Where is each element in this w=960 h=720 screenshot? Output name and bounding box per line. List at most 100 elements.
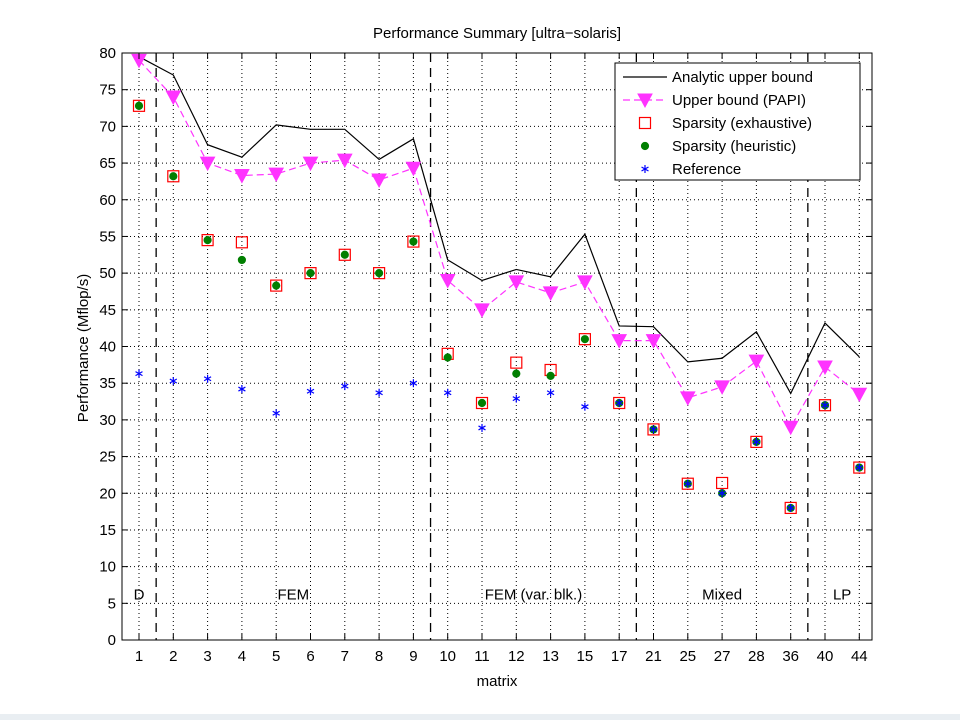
data-point-reference	[443, 388, 452, 397]
data-point-sparsity-heuristic	[203, 236, 212, 245]
data-point-upper-bound-papi	[268, 167, 285, 183]
data-point-upper-bound-papi	[508, 275, 525, 290]
data-point-sparsity-exhaustive	[613, 396, 626, 410]
legend-label: Upper bound (PAPI)	[672, 92, 806, 109]
data-point-reference	[821, 401, 829, 410]
data-point-sparsity-heuristic	[375, 269, 384, 278]
data-point-sparsity-heuristic	[477, 398, 487, 408]
data-point-reference	[478, 423, 486, 432]
x-tick-label: 1	[135, 648, 143, 665]
data-point-sparsity-exhaustive	[167, 170, 180, 183]
data-point-upper-bound-papi	[577, 275, 593, 290]
data-point-upper-bound-papi	[302, 156, 319, 172]
legend-label: Sparsity (exhaustive)	[672, 115, 812, 132]
data-point-sparsity-exhaustive	[681, 477, 694, 490]
data-point-reference	[718, 489, 726, 498]
y-tick-label: 65	[99, 155, 116, 172]
data-point-reference	[135, 369, 143, 378]
x-tick-label: 6	[306, 648, 314, 665]
x-tick-label: 10	[439, 648, 456, 665]
group-labels: D FEM FEM (var. blk.) Mixed LP	[134, 587, 852, 604]
data-point-upper-bound-papi	[474, 303, 490, 318]
series-line-analytic-upper-bound	[138, 56, 860, 395]
data-point-reference	[684, 479, 692, 488]
data-point-reference	[649, 425, 658, 434]
data-point-sparsity-heuristic	[340, 250, 349, 259]
data-point-reference	[375, 388, 383, 397]
data-point-sparsity-exhaustive	[132, 99, 146, 112]
x-tick-label: 27	[714, 648, 731, 665]
x-axis-ticks: 1 2 3 4 5 6 7 8 9 10 11 12 13 15 17 21 25 27 28 36 40 44	[135, 53, 868, 665]
data-point-upper-bound-papi	[679, 391, 696, 406]
data-point-upper-bound-papi	[851, 387, 868, 403]
y-tick-label: 10	[99, 559, 116, 576]
x-tick-label: 2	[169, 648, 177, 665]
group-label: FEM (var. blk.)	[485, 587, 583, 604]
data-point-upper-bound-papi	[405, 161, 422, 177]
data-point-sparsity-exhaustive	[373, 267, 386, 280]
y-tick-label: 0	[108, 632, 116, 649]
series-line-upper-bound-papi	[138, 59, 860, 429]
data-point-sparsity-exhaustive	[750, 435, 763, 448]
data-point-reference	[169, 376, 178, 385]
y-tick-label: 60	[99, 192, 116, 209]
x-tick-label: 44	[851, 648, 868, 665]
data-point-upper-bound-papi	[748, 354, 765, 370]
x-tick-label: 13	[542, 648, 559, 665]
y-axis-label: Performance (Mflop/s)	[75, 274, 92, 422]
data-point-reference	[855, 463, 864, 472]
group-label: FEM	[278, 587, 310, 604]
data-point-sparsity-exhaustive	[475, 396, 489, 410]
data-point-reference	[752, 437, 761, 446]
data-point-sparsity-exhaustive	[235, 236, 248, 249]
data-point-upper-bound-papi	[542, 286, 559, 301]
data-point-reference	[203, 374, 212, 383]
x-tick-label: 3	[203, 648, 211, 665]
data-point-reference	[341, 382, 349, 391]
legend-label: Analytic upper bound	[672, 69, 813, 86]
chart-title: Performance Summary [ultra−solaris]	[373, 25, 621, 42]
legend-marker-upper-bound-papi	[637, 93, 653, 109]
data-series	[131, 53, 868, 515]
data-point-sparsity-exhaustive	[304, 267, 317, 280]
y-tick-label: 35	[99, 375, 116, 392]
data-point-sparsity-exhaustive	[647, 423, 660, 436]
y-tick-label: 80	[99, 45, 116, 62]
data-point-sparsity-exhaustive	[407, 235, 420, 248]
data-point-sparsity-exhaustive	[578, 333, 592, 346]
x-tick-label: 12	[508, 648, 525, 665]
data-point-upper-bound-papi	[234, 169, 250, 184]
y-tick-label: 5	[108, 595, 116, 612]
data-point-sparsity-exhaustive	[818, 399, 832, 412]
data-point-sparsity-heuristic	[306, 269, 315, 278]
legend-label: Reference	[672, 161, 741, 178]
legend-marker-sparsity-heuristic	[640, 141, 650, 151]
x-tick-label: 28	[748, 648, 765, 665]
y-tick-label: 20	[99, 485, 116, 502]
y-tick-label: 15	[99, 522, 116, 539]
data-point-upper-bound-papi	[611, 334, 628, 349]
x-tick-label: 7	[341, 648, 349, 665]
y-tick-label: 75	[99, 82, 116, 99]
group-label: D	[134, 587, 145, 604]
data-point-sparsity-heuristic	[512, 369, 521, 378]
x-tick-label: 5	[272, 648, 280, 665]
data-point-upper-bound-papi	[199, 156, 216, 172]
y-tick-label: 70	[99, 118, 116, 135]
x-tick-label: 17	[611, 648, 628, 665]
x-tick-label: 36	[782, 648, 799, 665]
data-point-reference	[615, 398, 623, 407]
y-tick-label: 40	[99, 339, 116, 356]
y-tick-label: 30	[99, 412, 116, 429]
data-point-reference	[238, 385, 246, 394]
data-point-reference	[272, 409, 280, 418]
x-axis-label: matrix	[477, 673, 518, 690]
data-point-upper-bound-papi	[714, 380, 730, 395]
y-tick-label: 25	[99, 449, 116, 466]
y-tick-label: 45	[99, 302, 116, 319]
data-point-upper-bound-papi	[371, 173, 387, 188]
data-point-sparsity-exhaustive	[270, 279, 283, 292]
data-point-upper-bound-papi	[439, 273, 456, 289]
